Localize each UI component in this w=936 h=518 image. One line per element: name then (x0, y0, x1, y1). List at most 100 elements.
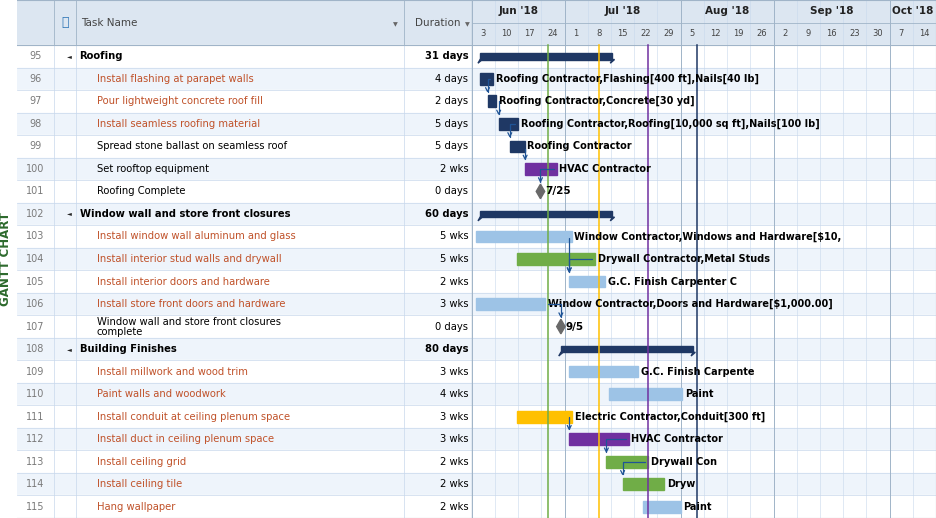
Text: 111: 111 (26, 412, 45, 422)
Text: Jun '18: Jun '18 (498, 6, 538, 16)
Text: 10: 10 (502, 30, 512, 38)
Text: HVAC Contractor: HVAC Contractor (632, 434, 724, 444)
Text: Roofing Contractor,Concrete[30 yd]: Roofing Contractor,Concrete[30 yd] (499, 96, 695, 107)
Bar (472, 270, 936, 293)
Text: Drywall Con: Drywall Con (651, 457, 717, 467)
Text: 2 wks: 2 wks (440, 277, 468, 286)
Text: Pour lightweight concrete roof fill: Pour lightweight concrete roof fill (97, 96, 263, 106)
Bar (499, 118, 519, 130)
Bar (17, 248, 472, 270)
Text: Electric Contractor,Conduit[300 ft]: Electric Contractor,Conduit[300 ft] (575, 411, 765, 422)
Text: Paint: Paint (685, 389, 713, 399)
Text: 26: 26 (756, 30, 768, 38)
Bar (17, 428, 472, 451)
Bar (472, 90, 936, 112)
Text: 114: 114 (26, 479, 45, 489)
Text: 7/25: 7/25 (546, 186, 571, 196)
Text: Install duct in ceiling plenum space: Install duct in ceiling plenum space (97, 434, 274, 444)
Text: Building Finishes: Building Finishes (80, 344, 176, 354)
Bar (472, 203, 936, 225)
Text: Window Contractor,Doors and Hardware[$1,000.00]: Window Contractor,Doors and Hardware[$1,… (548, 299, 833, 309)
Bar (569, 276, 606, 287)
Polygon shape (610, 217, 615, 221)
Text: 108: 108 (26, 344, 45, 354)
Text: 5 wks: 5 wks (440, 254, 468, 264)
Text: 103: 103 (26, 232, 45, 241)
Text: 102: 102 (26, 209, 45, 219)
Polygon shape (536, 184, 545, 199)
Text: 3: 3 (481, 30, 486, 38)
Text: 96: 96 (29, 74, 41, 84)
Bar (17, 135, 472, 157)
Text: Install window wall aluminum and glass: Install window wall aluminum and glass (97, 232, 296, 241)
Text: 107: 107 (26, 322, 45, 332)
Text: 95: 95 (29, 51, 42, 61)
Text: 60 days: 60 days (425, 209, 468, 219)
Text: 5 days: 5 days (435, 141, 468, 151)
Bar (472, 225, 936, 248)
Bar (472, 361, 936, 383)
Polygon shape (610, 60, 615, 63)
Text: ◄: ◄ (67, 54, 72, 59)
Bar (472, 45, 936, 67)
Text: 0 days: 0 days (435, 322, 468, 332)
Text: Spread stone ballast on seamless roof: Spread stone ballast on seamless roof (97, 141, 287, 151)
Text: 15: 15 (618, 30, 628, 38)
Text: 3 wks: 3 wks (440, 367, 468, 377)
Bar (472, 67, 936, 90)
Bar (480, 211, 612, 217)
Bar (17, 0, 472, 45)
Text: ◄: ◄ (67, 211, 72, 217)
Text: Install flashing at parapet walls: Install flashing at parapet walls (97, 74, 254, 84)
Bar (17, 473, 472, 496)
Text: 99: 99 (29, 141, 41, 151)
Text: Roofing Contractor: Roofing Contractor (528, 141, 632, 151)
Text: 12: 12 (710, 30, 721, 38)
Text: 110: 110 (26, 389, 45, 399)
Polygon shape (478, 60, 482, 63)
Text: 80 days: 80 days (425, 344, 468, 354)
Bar (608, 388, 682, 400)
Text: GANTT CHART: GANTT CHART (0, 212, 12, 306)
Bar (17, 203, 472, 225)
Text: Hang wallpaper: Hang wallpaper (97, 502, 175, 512)
Bar (472, 293, 936, 315)
Text: 98: 98 (29, 119, 41, 129)
Text: 100: 100 (26, 164, 45, 174)
Polygon shape (691, 352, 695, 356)
Text: 22: 22 (640, 30, 651, 38)
Bar (472, 135, 936, 157)
Text: Window Contractor,Windows and Hardware[$10,: Window Contractor,Windows and Hardware[$… (575, 232, 841, 241)
Text: Dryw: Dryw (667, 479, 695, 489)
Bar (472, 315, 936, 338)
Polygon shape (478, 217, 482, 221)
Bar (17, 112, 472, 135)
Text: Oct '18: Oct '18 (892, 6, 933, 16)
Bar (472, 0, 936, 45)
Text: Install millwork and wood trim: Install millwork and wood trim (97, 367, 248, 377)
Text: Window wall and store front closures: Window wall and store front closures (97, 316, 281, 327)
Text: 2 wks: 2 wks (440, 479, 468, 489)
Bar (476, 231, 572, 242)
Text: Drywall Contractor,Metal Studs: Drywall Contractor,Metal Studs (598, 254, 770, 264)
Text: ▼: ▼ (393, 23, 398, 27)
Bar (476, 298, 545, 310)
Text: 7: 7 (899, 30, 904, 38)
Text: 19: 19 (734, 30, 744, 38)
Bar (17, 338, 472, 361)
Bar (17, 293, 472, 315)
Text: 3 wks: 3 wks (440, 434, 468, 444)
Text: Task Name: Task Name (81, 18, 138, 27)
Bar (488, 95, 496, 107)
Text: 1: 1 (574, 30, 578, 38)
Bar (17, 180, 472, 203)
Text: 8: 8 (597, 30, 602, 38)
Text: 23: 23 (850, 30, 860, 38)
Text: ◄: ◄ (67, 347, 72, 352)
Text: Set rooftop equipment: Set rooftop equipment (97, 164, 209, 174)
Text: 31 days: 31 days (425, 51, 468, 61)
Bar (525, 163, 557, 175)
Polygon shape (559, 352, 563, 356)
Text: Roofing Complete: Roofing Complete (97, 186, 185, 196)
Bar (518, 411, 572, 423)
